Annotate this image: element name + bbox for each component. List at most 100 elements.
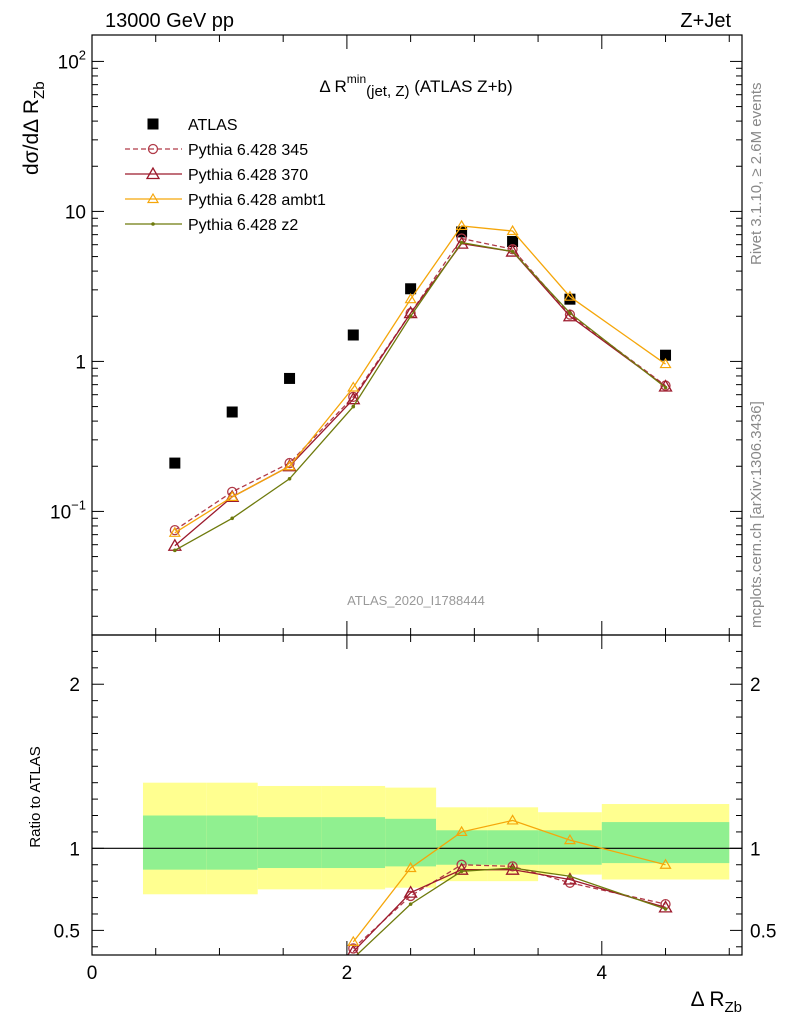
data-point-z2-3: [351, 404, 356, 409]
legend-marker-ATLAS: [147, 118, 159, 130]
data-point-ATLAS-6: [507, 236, 519, 248]
series-ATLAS: [169, 226, 672, 469]
legend-label-ambt1: Pythia 6.428 ambt1: [188, 192, 326, 209]
main-y-axis-label: dσ/dΔ RZb: [20, 81, 48, 175]
data-point-ambt1-6: [506, 224, 519, 236]
legend: ATLAS Pythia 6.428 345 Pythia 6.428 370 Pyt…: [125, 117, 326, 234]
data-point-ATLAS-1: [226, 406, 238, 418]
legend-item-z2: Pythia 6.428 z2: [125, 217, 298, 234]
ratio-point-p370-5: [658, 900, 673, 913]
ratio-y-tick-label-right-2: 2: [750, 675, 761, 696]
x-tick-label-0: 0: [87, 963, 98, 984]
data-point-ATLAS-4: [405, 283, 417, 295]
watermark: ATLAS_2020_I1788444: [347, 593, 485, 608]
ratio-y-tick-label-2: 2: [69, 675, 80, 696]
ratio-point-ambt1-2: [455, 825, 468, 837]
band-inner-8: [601, 822, 730, 864]
ratio-point-z2-1: [408, 902, 413, 906]
ratio-point-ambt1-5: [659, 858, 672, 869]
ratio-series-z2: [355, 866, 668, 955]
header-left: 13000 GeV pp: [105, 10, 234, 32]
ratio-series: [347, 814, 673, 955]
band-inner-0: [142, 815, 207, 870]
ratio-y-tick-label-0: 0.5: [54, 921, 80, 942]
ratio-point-p370-2: [454, 862, 469, 875]
y-tick-label-main-1: 1: [75, 352, 86, 373]
ratio-plot-frame: [91, 634, 743, 956]
text-layer: 13000 GeV pp Z+Jet Rivet 3.1.10, ≥ 2.6M …: [20, 10, 776, 1016]
data-point-z2-5: [459, 240, 464, 245]
axis-ticks: [91, 35, 742, 955]
data-point-p370-3: [346, 391, 361, 405]
ratio-point-z2-5: [663, 907, 668, 911]
band-inner-6: [487, 830, 539, 865]
data-point-z2-6: [510, 249, 515, 254]
main-series: [167, 219, 673, 553]
legend-item-ambt1: Pythia 6.428 ambt1: [125, 192, 326, 209]
ratio-point-p345-3: [507, 861, 518, 872]
x-axis-label: Δ RZb: [691, 988, 742, 1016]
chart-title: Δ Rmin(jet, Z) (ATLAS Z+b): [319, 72, 512, 100]
band-inner-5: [436, 830, 488, 865]
data-point-ambt1-3: [347, 381, 360, 392]
ratio-point-ambt1-0: [347, 935, 360, 946]
ratio-y-tick-label-right-0: 0.5: [750, 921, 776, 942]
data-point-ATLAS-8: [660, 349, 672, 361]
data-point-z2-1: [230, 516, 234, 521]
band-inner-1: [206, 815, 258, 870]
x-tick-label-1: 2: [342, 963, 353, 984]
data-point-p345-2: [284, 457, 295, 469]
ratio-point-p370-4: [562, 872, 578, 885]
ratio-line-ambt1: [352, 819, 666, 943]
data-point-ambt1-7: [563, 290, 576, 301]
ratio-point-ambt1-1: [404, 861, 417, 873]
legend-item-p370: Pythia 6.428 370: [125, 166, 308, 184]
data-point-z2-2: [287, 476, 292, 481]
data-point-ambt1-1: [226, 490, 239, 501]
legend-marker-z2: [151, 222, 155, 226]
legend-label-ATLAS: ATLAS: [188, 117, 238, 134]
legend-item-p345: Pythia 6.428 345: [125, 142, 308, 159]
data-point-z2-4: [408, 314, 413, 319]
data-point-ATLAS-3: [347, 329, 359, 341]
ratio-line-p345: [352, 864, 666, 949]
y-tick-label-main-2: 10: [65, 202, 86, 223]
ratio-point-ambt1-3: [506, 814, 519, 825]
side-label-rivet: Rivet 3.1.10, ≥ 2.6M events: [748, 83, 765, 266]
data-point-ATLAS-5: [456, 226, 468, 238]
legend-marker-ambt1: [146, 192, 160, 204]
data-point-ATLAS-7: [564, 293, 576, 305]
ratio-point-p370-0: [347, 944, 360, 955]
legend-marker-p370: [145, 166, 161, 180]
series-layer: [167, 219, 673, 955]
legend-label-p370: Pythia 6.428 370: [188, 167, 308, 184]
ratio-point-z2-3: [510, 866, 515, 870]
uncertainty-bands: [142, 782, 730, 895]
band-inner-2: [257, 817, 322, 869]
side-label-mcplots: mcplots.cern.ch [arXiv:1306.3436]: [748, 401, 765, 628]
data-point-ATLAS-0: [169, 457, 181, 469]
series-ambt1: [168, 219, 672, 537]
legend-marker-p345: [147, 143, 159, 155]
ratio-point-p345-1: [405, 890, 416, 902]
ratio-point-ambt1-4: [563, 833, 576, 845]
data-point-z2-7: [568, 311, 572, 315]
y-tick-label-main-0: 10−1: [50, 497, 86, 523]
legend-label-z2: Pythia 6.428 z2: [188, 217, 298, 234]
data-point-ambt1-8: [659, 357, 672, 369]
data-point-ambt1-5: [455, 219, 468, 231]
data-point-z2-0: [173, 548, 177, 553]
ratio-series-p345: [348, 859, 671, 954]
band-inner-3: [321, 817, 386, 869]
plot-frames: [91, 34, 743, 956]
x-tick-label-2: 4: [597, 963, 608, 984]
legend-label-p345: Pythia 6.428 345: [188, 142, 308, 159]
legend-item-ATLAS: ATLAS: [147, 117, 238, 134]
band-inner-4: [385, 818, 437, 867]
ratio-y-axis-label: Ratio to ATLAS: [27, 746, 44, 847]
ratio-y-tick-label-1: 1: [69, 839, 80, 860]
data-point-ambt1-2: [283, 460, 296, 471]
y-tick-label-main-3: 102: [58, 47, 86, 73]
ratio-point-z2-2: [459, 869, 464, 874]
